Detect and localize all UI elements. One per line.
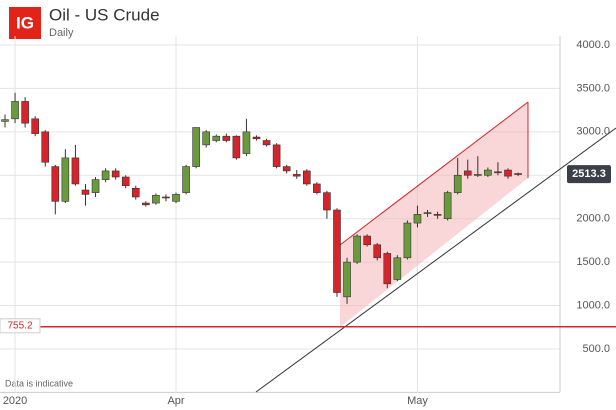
note: Data is indicative — [5, 378, 73, 388]
candle-body — [343, 261, 351, 298]
y-tick-label: 3500.0 — [576, 82, 610, 94]
candle-body — [433, 214, 442, 216]
candle-body — [61, 157, 70, 202]
logo-box — [9, 7, 41, 39]
candle-body — [363, 235, 371, 246]
chart-subtitle: Daily — [49, 27, 74, 39]
candle-body — [302, 170, 311, 185]
candle-body — [212, 135, 221, 141]
candle-body — [131, 187, 140, 198]
candle-body — [504, 169, 512, 177]
candle-body — [353, 235, 361, 263]
candle-body — [81, 189, 90, 195]
candle-body — [192, 127, 200, 167]
candle-body — [403, 222, 412, 259]
candle-body — [142, 202, 150, 206]
y-tick-label: 3000.0 — [576, 126, 610, 138]
logo: IG — [16, 13, 34, 32]
candle-body — [333, 209, 341, 293]
candle-body — [463, 170, 472, 176]
candle-body — [111, 170, 120, 178]
trend-line — [255, 127, 616, 393]
x-tick-label: Apr — [167, 395, 184, 407]
candle-body — [313, 183, 321, 193]
candle-body — [152, 194, 160, 204]
y-tick-label: 4000.0 — [576, 39, 610, 51]
candle-body — [443, 192, 452, 219]
candle-body — [31, 118, 39, 134]
candle-body — [182, 166, 190, 193]
y-tick-label: 1000.0 — [576, 299, 610, 311]
candle-body — [413, 214, 422, 224]
candle-body — [252, 136, 261, 140]
x-tick-label: 2020 — [3, 395, 27, 407]
candle-body — [162, 196, 170, 199]
candle-body — [292, 174, 301, 177]
candle-body — [423, 212, 432, 214]
candle-body — [101, 170, 110, 180]
reference-label: 755.2 — [7, 320, 32, 331]
candle-body — [282, 166, 291, 172]
candle-body — [232, 135, 241, 159]
y-tick-label: 500.0 — [582, 343, 610, 355]
candle-body — [21, 101, 29, 124]
candle-body — [1, 119, 9, 122]
last-price-box — [567, 165, 611, 184]
candle-body — [51, 166, 60, 202]
candle-body — [71, 157, 80, 185]
channel-upper — [339, 101, 529, 246]
candle-body — [393, 257, 402, 280]
candle-body — [484, 169, 492, 176]
y-tick-label: 2000.0 — [576, 213, 610, 225]
candle-body — [222, 135, 231, 141]
candle-body — [373, 244, 382, 259]
chart-title: Oil - US Crude — [49, 5, 160, 24]
candle-body — [514, 173, 522, 175]
candle-body — [383, 253, 392, 285]
candle-body — [41, 131, 50, 163]
candle-body — [494, 171, 502, 174]
candle-body — [121, 176, 130, 186]
candle-body — [272, 144, 281, 167]
candle-body — [323, 192, 331, 211]
y-tick-label: 1500.0 — [576, 256, 610, 268]
candle-body — [242, 131, 251, 154]
last-price-label: 2513.3 — [572, 168, 606, 180]
candle-body — [172, 194, 180, 202]
reference-label-box — [0, 318, 41, 334]
candle-body — [91, 179, 100, 193]
candle-body — [202, 131, 210, 146]
candle-body — [262, 140, 271, 146]
candle-body — [11, 101, 19, 120]
candle-body — [453, 174, 462, 193]
x-tick-label: May — [407, 395, 428, 407]
candle-body — [474, 174, 482, 176]
